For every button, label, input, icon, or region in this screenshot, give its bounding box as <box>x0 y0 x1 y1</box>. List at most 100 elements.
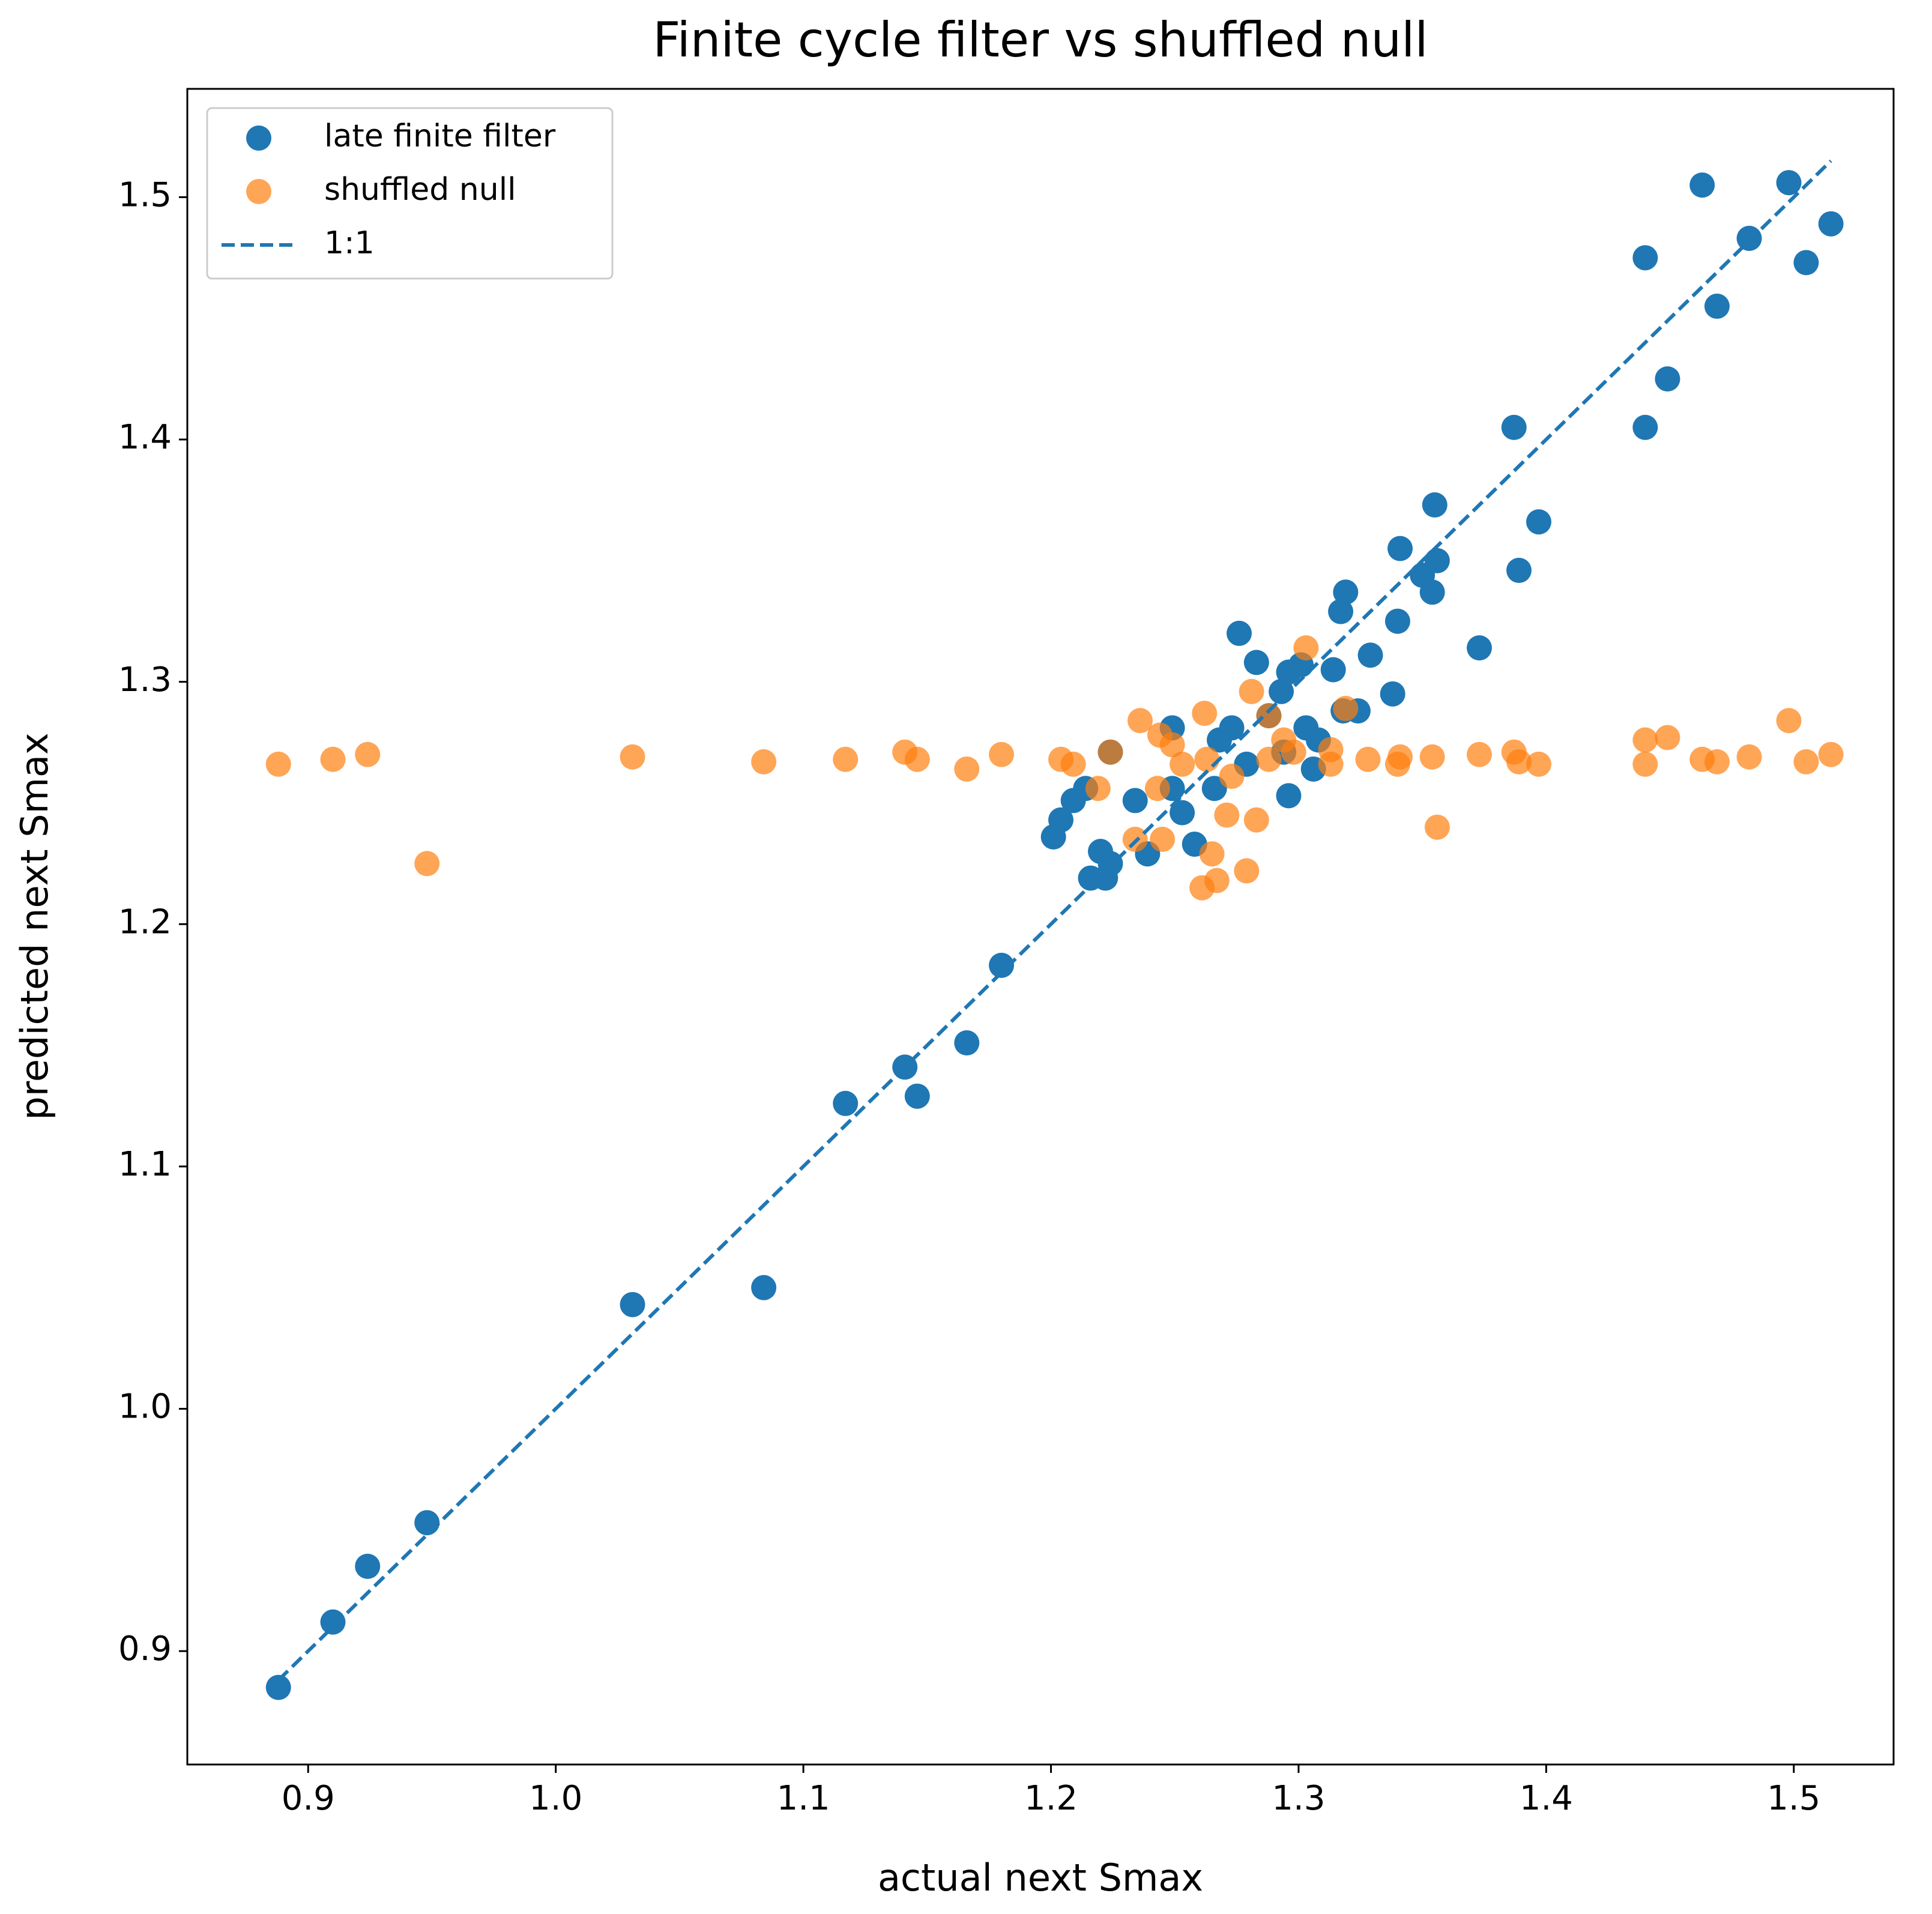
scatter-point <box>833 746 859 772</box>
scatter-point <box>1818 211 1844 237</box>
line <box>277 159 1832 1682</box>
scatter-point <box>1328 599 1354 624</box>
scatter-point <box>1632 414 1658 440</box>
scatter-point <box>1384 608 1410 634</box>
scatter-point <box>1147 722 1173 748</box>
scatter-point <box>355 1553 381 1579</box>
legend-label: 1:1 <box>324 225 375 261</box>
scatter-point <box>1632 727 1658 753</box>
scatter-point <box>1333 696 1359 722</box>
scatter-point <box>833 1090 859 1116</box>
scatter-point <box>1410 563 1435 588</box>
scatter-point <box>1467 741 1493 767</box>
scatter-point <box>1170 751 1195 777</box>
y-tick-label: 1.4 <box>118 418 172 457</box>
plot-area <box>265 159 1844 1700</box>
scatter-point <box>989 952 1015 978</box>
x-tick-label: 1.4 <box>1520 1779 1573 1818</box>
legend-box <box>206 107 614 280</box>
chart-title: Finite cycle filter vs shuffled null <box>653 12 1428 68</box>
scatter-point <box>265 751 291 777</box>
scatter-point <box>265 1674 291 1700</box>
scatter-point <box>751 749 777 774</box>
scatter-point <box>1214 802 1240 828</box>
scatter-point <box>1506 749 1532 774</box>
scatter-point <box>1219 715 1245 741</box>
scatter-point <box>1419 744 1445 770</box>
scatter-point <box>1256 703 1282 729</box>
scatter-point <box>1144 776 1170 802</box>
x-tick-label: 1.3 <box>1272 1779 1325 1818</box>
x-tick-label: 1.2 <box>1024 1779 1078 1818</box>
legend: late finite filter shuffled null 1:1 <box>206 107 614 280</box>
scatter-point <box>1355 746 1381 772</box>
scatter-point <box>954 756 980 782</box>
scatter-point <box>620 744 645 770</box>
scatter-point <box>1085 776 1111 802</box>
scatter-point <box>320 746 346 772</box>
scatter-point <box>1501 414 1527 440</box>
scatter-point <box>320 1609 346 1635</box>
scatter-point <box>1204 868 1230 893</box>
scatter-point <box>1357 642 1383 668</box>
scatter-point <box>1333 579 1359 605</box>
scatter-point <box>1422 492 1447 518</box>
scatter-point <box>1256 746 1282 772</box>
y-tick-label: 1.1 <box>118 1145 172 1184</box>
legend-marker <box>246 125 271 151</box>
y-axis-label: predicted next Smax <box>13 732 56 1120</box>
scatter-point <box>1226 620 1252 646</box>
y-tick-label: 1.3 <box>118 660 172 699</box>
scatter-point <box>1793 250 1819 276</box>
y-tick-label: 0.9 <box>118 1629 172 1668</box>
scatter-point <box>1170 800 1195 826</box>
scatter-point <box>1776 170 1802 196</box>
x-tick-label: 1.5 <box>1767 1779 1820 1818</box>
y-tick-label: 1.2 <box>118 902 172 941</box>
scatter-point <box>1526 509 1551 535</box>
scatter-point <box>1243 807 1269 833</box>
scatter-point <box>1632 245 1658 271</box>
scatter-point <box>1150 826 1176 852</box>
scatter-point <box>751 1275 777 1300</box>
scatter-point <box>1269 678 1294 704</box>
axes-frame <box>186 88 1895 1766</box>
scatter-point <box>414 851 440 877</box>
legend-label: shuffled null <box>324 172 516 208</box>
scatter-point <box>1506 557 1532 583</box>
x-tick-label: 1.1 <box>777 1779 830 1818</box>
scatter-point <box>1194 746 1220 772</box>
scatter-point <box>1424 814 1450 840</box>
legend-label: late finite filter <box>324 118 556 154</box>
scatter-point <box>1689 172 1715 198</box>
scatter-point <box>1318 751 1344 777</box>
scatter-point <box>1632 751 1658 777</box>
scatter-point <box>1192 701 1218 726</box>
scatter-point <box>1818 741 1844 767</box>
scatter-point <box>1387 536 1413 561</box>
scatter-point <box>1060 751 1086 777</box>
scatter-point <box>620 1291 645 1317</box>
scatter-point <box>1526 751 1551 777</box>
scatter-point <box>1271 727 1297 753</box>
scatter-point <box>1219 764 1245 789</box>
scatter-point <box>1239 678 1264 704</box>
scatter-point <box>1467 635 1493 661</box>
scatter-point <box>989 741 1015 767</box>
scatter-point <box>1276 783 1302 809</box>
x-tick-label: 1.0 <box>529 1779 582 1818</box>
scatter-point <box>414 1510 440 1536</box>
scatter-point <box>1127 708 1153 734</box>
scatter-point <box>1704 749 1730 774</box>
scatter-point <box>1122 788 1148 814</box>
scatter-point <box>1793 749 1819 774</box>
scatter-point <box>1736 744 1762 770</box>
scatter-point <box>1655 366 1680 392</box>
scatter-point <box>1704 294 1730 319</box>
scatter-point <box>1243 650 1269 675</box>
y-tick-label: 1.0 <box>118 1387 172 1426</box>
x-axis-label: actual next Smax <box>878 1856 1203 1900</box>
scatter-point <box>1293 635 1319 661</box>
scatter-point <box>1320 657 1346 683</box>
